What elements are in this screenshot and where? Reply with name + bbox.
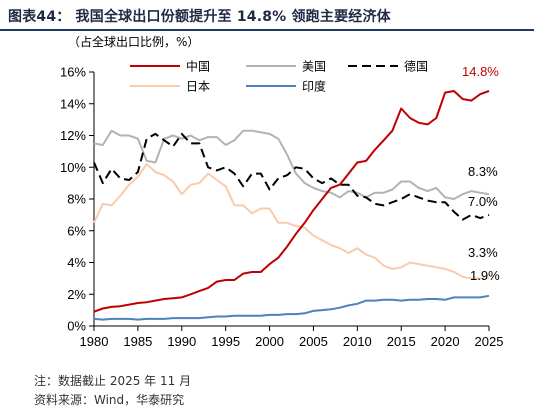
end-label-0: 14.8% <box>462 64 499 79</box>
series-line-3 <box>93 163 489 280</box>
y-tick-label: 4% <box>67 255 86 270</box>
note: 注：数据截止 2025 年 11 月 <box>34 374 192 388</box>
end-label-4: 1.9% <box>470 268 500 283</box>
y-tick-label: 16% <box>60 65 86 80</box>
x-tick-label: 2025 <box>475 334 504 349</box>
legend-label-2: 德国 <box>404 59 428 74</box>
legend-label-1: 美国 <box>302 60 326 74</box>
y-tick-label: 8% <box>67 192 86 207</box>
unit-label: （占全球出口比例，%） <box>68 34 199 49</box>
line-chart: （占全球出口比例，%） 0% 2% 4% 6% 8% 10% 12% 14% 16% 1980 19… <box>60 34 503 350</box>
y-tick-label: 6% <box>67 223 86 238</box>
end-label-1: 8.3% <box>468 164 498 179</box>
title-rule <box>0 29 534 31</box>
x-tick-label: 2020 <box>431 334 460 349</box>
end-label-2: 7.0% <box>468 194 498 209</box>
series-line-1 <box>93 129 490 200</box>
legend-label-0: 中国 <box>186 59 210 74</box>
x-tick-label: 2015 <box>387 334 416 349</box>
source: 资料来源：Wind，华泰研究 <box>34 393 185 407</box>
x-tick-label: 2010 <box>343 334 372 349</box>
y-tick-label: 12% <box>60 128 86 143</box>
y-tick-label: 10% <box>60 160 86 175</box>
series-line-0 <box>93 90 490 313</box>
x-tick-label: 1995 <box>211 334 240 349</box>
series-layer <box>93 90 490 321</box>
x-tick-label: 1990 <box>167 334 196 349</box>
legend-label-3: 日本 <box>186 80 210 94</box>
x-tick-label: 1985 <box>123 334 152 349</box>
legend-label-4: 印度 <box>302 79 326 94</box>
end-label-3: 3.3% <box>468 245 498 260</box>
series-line-4 <box>93 294 490 321</box>
y-tick-label: 2% <box>67 287 86 302</box>
end-labels: 14.8% 8.3% 7.0% 3.3% 1.9% <box>462 64 500 283</box>
y-tick-label: 14% <box>60 96 86 111</box>
x-tick-label: 2000 <box>255 334 284 349</box>
figure-title: 图表44： 我国全球出口份额提升至 14.8% 领跑主要经济体 <box>8 9 391 25</box>
x-tick-label: 1980 <box>80 334 109 349</box>
series-line-2 <box>93 132 490 221</box>
x-tick-label: 2005 <box>299 334 328 349</box>
axes: 0% 2% 4% 6% 8% 10% 12% 14% 16% 1980 1985 1990 1995 20… <box>60 65 503 350</box>
y-tick-label: 0% <box>67 319 86 334</box>
